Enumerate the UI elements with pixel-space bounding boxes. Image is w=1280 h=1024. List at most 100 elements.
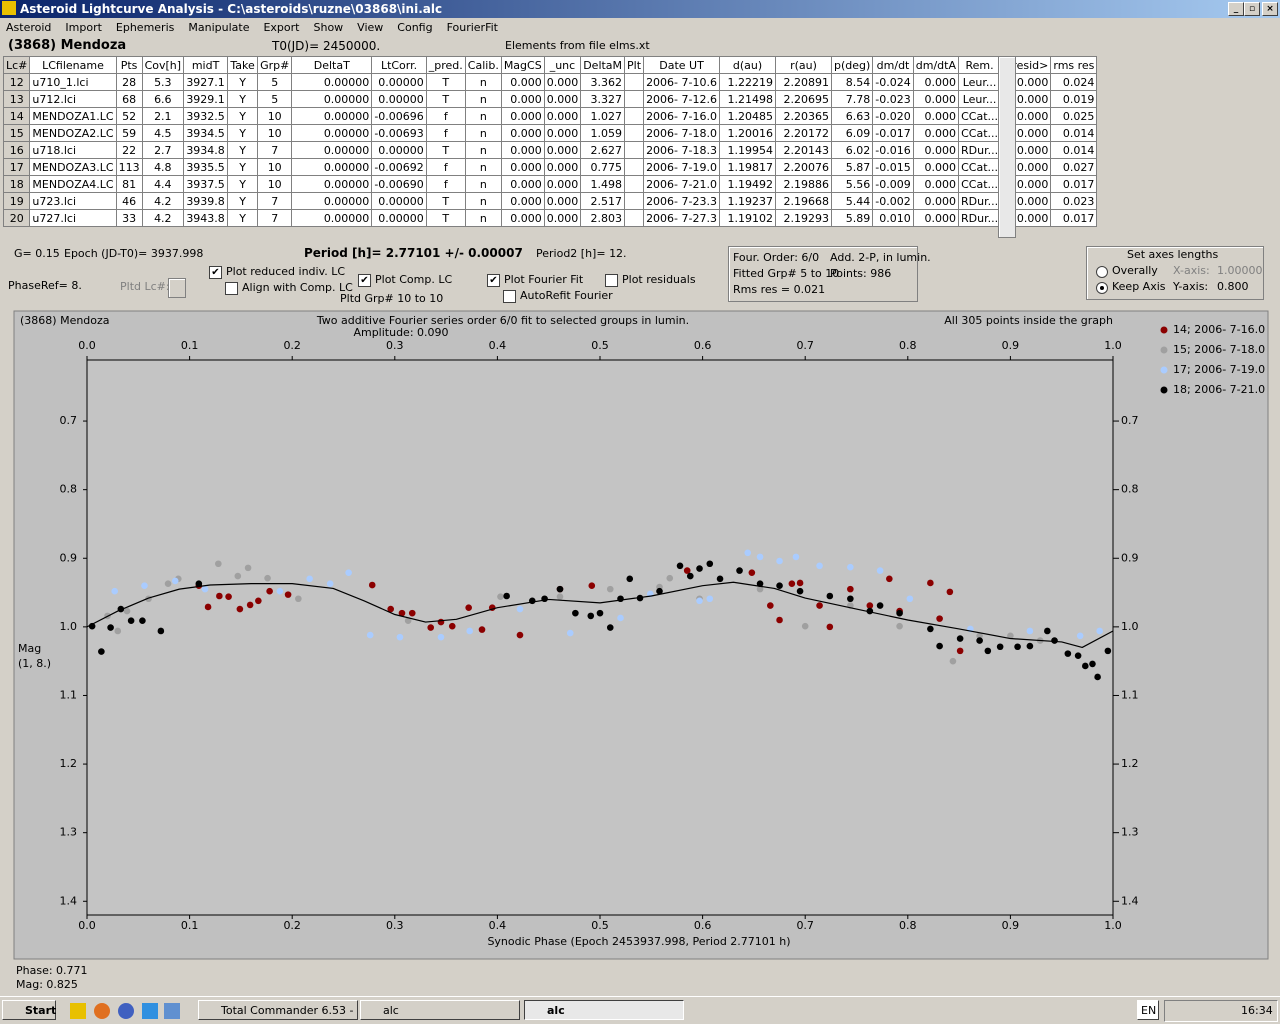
table-cell: 5.3 — [141, 73, 185, 91]
table-cell: 0.000 — [543, 158, 582, 176]
checkbox[interactable] — [225, 282, 238, 295]
data-point — [387, 605, 394, 613]
menu-item[interactable]: Ephemeris — [115, 21, 175, 34]
radio-button[interactable] — [1096, 282, 1108, 294]
data-point — [788, 580, 796, 587]
table-cell: n — [464, 158, 502, 176]
quicklaunch-icon[interactable] — [118, 1003, 134, 1019]
checkbox[interactable]: ✔ — [209, 266, 222, 279]
table-cell: n — [464, 209, 502, 227]
table-row[interactable]: 12 u710_1.lci 28 5.3 3927.1 Y 5 0.00000 0.00000 T… — [2, 73, 1098, 91]
table-row[interactable]: 15 MENDOZA2.LC 59 4.5 3934.5 Y 10 0.00000 -0.006… — [2, 124, 1098, 142]
column-header[interactable]: DeltaT — [291, 56, 373, 74]
column-header[interactable]: rms res — [1050, 56, 1098, 74]
x-tick-label: 1.0 — [1104, 339, 1122, 352]
checkbox[interactable]: ✔ — [358, 274, 371, 287]
column-header[interactable]: _pred. — [425, 56, 466, 74]
maximize-button[interactable]: ▫ — [1244, 2, 1260, 16]
table-cell: -0.00693 — [371, 124, 427, 142]
table-cell: 7.78 — [830, 90, 874, 108]
table-cell: -0.023 — [872, 90, 914, 108]
status-mag: Mag: 0.825 — [16, 978, 78, 991]
checkbox[interactable] — [503, 290, 516, 303]
table-row[interactable]: 17 MENDOZA3.LC 113 4.8 3935.5 Y 10 0.00000 -0.00… — [2, 158, 1098, 176]
task-button[interactable]: Total Commander 6.53 - ... — [198, 1000, 358, 1020]
menu-item[interactable]: Manipulate — [188, 21, 250, 34]
column-header[interactable]: DeltaM — [580, 56, 626, 74]
table-cell: 0.000 — [912, 192, 960, 210]
column-header[interactable]: dm/dt — [872, 56, 914, 74]
menu-item[interactable]: View — [357, 21, 384, 34]
menu-item[interactable]: FourierFit — [446, 21, 498, 34]
table-row[interactable]: 18 MENDOZA4.LC 81 4.4 3937.5 Y 10 0.00000 -0.006… — [2, 175, 1098, 193]
language[interactable]: EN — [1137, 1000, 1159, 1020]
data-point — [1081, 662, 1089, 670]
quicklaunch-icon[interactable] — [94, 1003, 110, 1019]
table-cell: 20 — [2, 209, 31, 227]
column-header[interactable]: Calib. — [464, 56, 502, 74]
column-header[interactable]: midT — [183, 56, 229, 74]
data-point — [896, 622, 903, 630]
column-header[interactable]: Plt — [624, 56, 645, 74]
data-point — [588, 582, 596, 590]
menu-item[interactable]: Export — [263, 21, 300, 34]
column-header[interactable]: Take — [227, 56, 259, 74]
column-header[interactable]: LCfilename — [29, 56, 117, 74]
data-point — [528, 597, 536, 605]
column-header[interactable]: d(au) — [718, 56, 776, 74]
x-tick-label: 0.7 — [796, 919, 814, 932]
table-cell: 5.44 — [830, 192, 874, 210]
y-tick-label: 1.3 — [60, 826, 78, 839]
column-header[interactable]: Cov[h] — [141, 56, 185, 74]
column-header[interactable]: MagCS — [500, 56, 545, 74]
table-cell: Y — [227, 90, 259, 108]
column-header[interactable]: dm/dtA — [912, 56, 960, 74]
column-header[interactable]: Lc# — [2, 56, 31, 74]
quicklaunch-icon[interactable] — [70, 1003, 86, 1019]
column-header[interactable]: Pts — [115, 56, 143, 74]
column-header[interactable]: r(au) — [774, 56, 832, 74]
menu-item[interactable]: Show — [313, 21, 344, 34]
table-cell: 2006- 7-27.3 — [643, 209, 720, 227]
column-header[interactable]: Rem. — [957, 56, 1002, 74]
scrollbar[interactable] — [998, 56, 1016, 238]
column-header[interactable]: p(deg) — [830, 56, 874, 74]
data-point — [556, 593, 564, 600]
task-button[interactable]: alc — [360, 1000, 520, 1020]
data-point — [255, 597, 262, 605]
checkbox[interactable] — [605, 274, 618, 287]
column-header[interactable]: Date UT — [643, 56, 720, 74]
task-button[interactable]: alc — [524, 1000, 684, 1020]
data-point — [866, 602, 874, 609]
table-cell: 0.000 — [500, 124, 545, 142]
table-cell: 28 — [115, 73, 143, 91]
column-header[interactable]: LtCorr. — [371, 56, 427, 74]
y-tick-label: 1.3 — [1121, 826, 1139, 839]
start-button[interactable]: Start — [2, 1000, 56, 1020]
y-tick-label: 1.0 — [60, 620, 78, 633]
quicklaunch-icon[interactable] — [142, 1003, 158, 1019]
minimize-button[interactable]: _ — [1228, 2, 1244, 16]
y-axis-subtitle: (1, 8.) — [18, 657, 51, 670]
menu-item[interactable]: Import — [65, 21, 102, 34]
radio-button[interactable] — [1096, 266, 1108, 278]
menu-item[interactable]: Config — [397, 21, 433, 34]
checkbox-label: Plot residuals — [622, 273, 696, 286]
close-button[interactable]: × — [1262, 2, 1278, 16]
data-point — [816, 602, 823, 609]
column-header[interactable]: _unc — [543, 56, 582, 74]
table-cell: -0.016 — [872, 141, 914, 159]
table-cell: 0.00000 — [291, 124, 373, 142]
quicklaunch-icon[interactable] — [164, 1003, 180, 1019]
table-row[interactable]: 14 MENDOZA1.LC 52 2.1 3932.5 Y 10 0.00000 -0.006… — [2, 107, 1098, 125]
data-point — [686, 572, 694, 580]
column-header[interactable]: Grp# — [257, 56, 293, 74]
spinner[interactable] — [168, 278, 186, 298]
checkbox[interactable]: ✔ — [487, 274, 500, 287]
table-cell: 2.7 — [141, 141, 185, 159]
menu-item[interactable]: Asteroid — [6, 21, 52, 34]
